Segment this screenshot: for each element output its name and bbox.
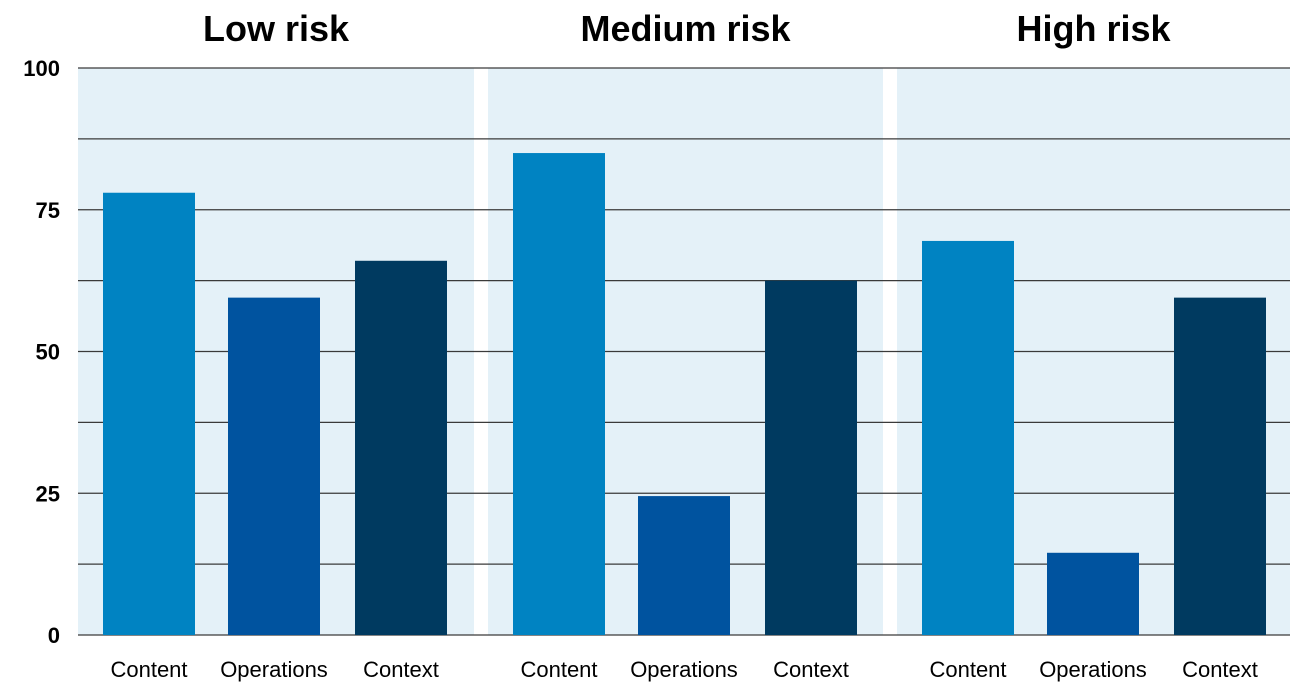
- x-tick-label: Operations: [630, 657, 738, 682]
- bars: [103, 153, 1266, 636]
- panel-title: Low risk: [203, 8, 350, 49]
- y-tick-label: 50: [36, 340, 60, 365]
- x-tick-label: Context: [773, 657, 849, 682]
- x-tick-label: Content: [929, 657, 1006, 682]
- bar-operations: [1047, 552, 1139, 635]
- y-axis-ticks: 0 25 50 75 100: [23, 56, 60, 648]
- y-tick-label: 75: [36, 198, 60, 223]
- x-tick-label: Content: [520, 657, 597, 682]
- bar-content: [513, 153, 605, 636]
- bar-context: [765, 280, 857, 635]
- bar-operations: [638, 496, 730, 635]
- x-tick-label: Content: [110, 657, 187, 682]
- bar-context: [355, 260, 447, 635]
- x-tick-label: Operations: [220, 657, 328, 682]
- y-tick-label: 0: [48, 623, 60, 648]
- panel-titles: Low risk Medium risk High risk: [203, 8, 1172, 49]
- panel-title: High risk: [1016, 8, 1171, 49]
- y-tick-label: 100: [23, 56, 60, 81]
- bar-content: [103, 192, 195, 636]
- bar-content: [922, 240, 1014, 635]
- x-tick-label: Operations: [1039, 657, 1147, 682]
- x-axis-ticks: Content Operations Context Content Operation…: [110, 657, 1257, 682]
- panel-title: Medium risk: [580, 8, 791, 49]
- x-tick-label: Context: [363, 657, 439, 682]
- bar-operations: [228, 297, 320, 635]
- bar-context: [1174, 297, 1266, 635]
- y-tick-label: 25: [36, 481, 60, 506]
- x-tick-label: Context: [1182, 657, 1258, 682]
